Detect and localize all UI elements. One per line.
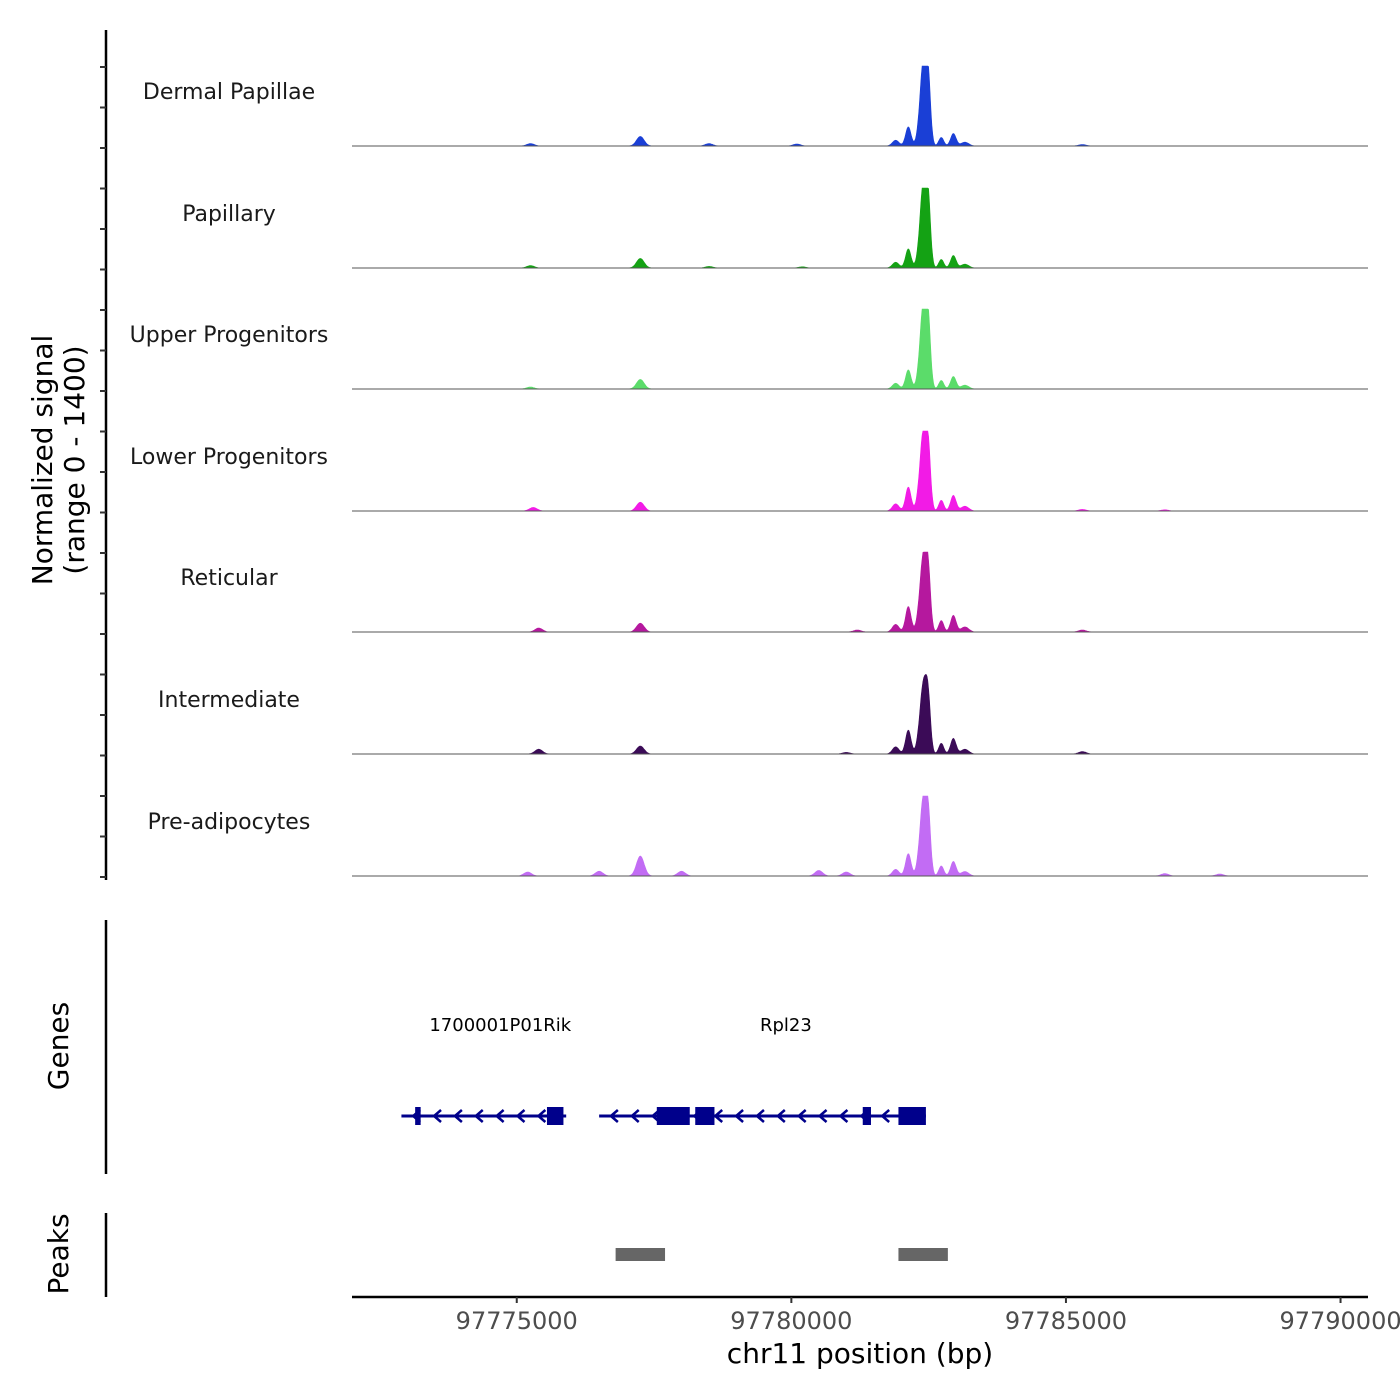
strand-arrow	[713, 1109, 724, 1123]
peaks-track-title: Peaks	[42, 1213, 75, 1294]
coverage-area	[352, 795, 1368, 877]
genes-track-title: Genes	[42, 1002, 75, 1090]
track-pre-adipocytes: Pre-adipocytes	[148, 795, 1368, 877]
gene-exon	[898, 1107, 926, 1125]
track-lower-progenitors: Lower Progenitors	[130, 430, 1368, 512]
x-tick-label: 97790000	[1279, 1307, 1400, 1335]
strand-arrow	[536, 1109, 547, 1123]
x-tick-label: 97780000	[730, 1307, 852, 1335]
strand-arrow	[515, 1109, 526, 1123]
coverage-area	[352, 308, 1368, 390]
gene-exon	[695, 1107, 715, 1125]
strand-arrow	[796, 1109, 807, 1123]
track-label: Papillary	[182, 202, 276, 227]
strand-arrow	[473, 1109, 484, 1123]
x-tick-label: 97785000	[1005, 1307, 1127, 1335]
gene-1700001p01rik: 1700001P01Rik	[401, 1015, 572, 1125]
strand-arrow	[629, 1109, 640, 1123]
y-axis-title-line2: (range 0 - 1400)	[58, 345, 91, 574]
coverage-area	[352, 430, 1368, 512]
peak-region	[898, 1248, 948, 1261]
coverage-area	[352, 674, 1368, 755]
strand-arrow	[432, 1109, 442, 1123]
gene-rpl23: Rpl23	[599, 1015, 926, 1125]
gene-exon	[415, 1107, 421, 1125]
gene-label: 1700001P01Rik	[429, 1015, 571, 1036]
peak-region	[615, 1248, 666, 1261]
strand-arrow	[755, 1109, 765, 1123]
x-axis-title: chr11 position (bp)	[727, 1337, 993, 1370]
gene-exon	[546, 1107, 564, 1125]
track-label: Intermediate	[158, 688, 300, 713]
strand-arrow	[494, 1109, 505, 1123]
track-label: Lower Progenitors	[130, 445, 328, 470]
track-intermediate: Intermediate	[158, 674, 1368, 755]
strand-arrow	[880, 1109, 890, 1123]
y-axis-title: Normalized signal (range 0 - 1400)	[26, 335, 91, 586]
track-label: Dermal Papillae	[143, 80, 315, 105]
strand-arrow	[734, 1109, 744, 1123]
track-reticular: Reticular	[180, 551, 1368, 633]
coverage-area	[352, 187, 1368, 269]
coverage-area	[352, 65, 1368, 147]
strand-arrow	[452, 1109, 463, 1123]
track-papillary: Papillary	[182, 187, 1368, 269]
gene-exon	[862, 1107, 871, 1125]
strand-arrow	[838, 1109, 849, 1123]
x-tick-label: 97775000	[456, 1307, 578, 1335]
track-dermal-papillae: Dermal Papillae	[143, 65, 1368, 147]
strand-arrow	[775, 1109, 786, 1123]
y-axis-title-line1: Normalized signal	[26, 335, 59, 586]
gene-exon	[656, 1107, 690, 1125]
gene-label: Rpl23	[760, 1015, 812, 1036]
coverage-area	[352, 551, 1368, 633]
track-upper-progenitors: Upper Progenitors	[130, 308, 1368, 390]
track-label: Pre-adipocytes	[148, 810, 311, 835]
track-label: Reticular	[180, 566, 278, 591]
strand-arrow	[817, 1109, 828, 1123]
track-label: Upper Progenitors	[130, 323, 329, 348]
strand-arrow	[608, 1109, 619, 1123]
